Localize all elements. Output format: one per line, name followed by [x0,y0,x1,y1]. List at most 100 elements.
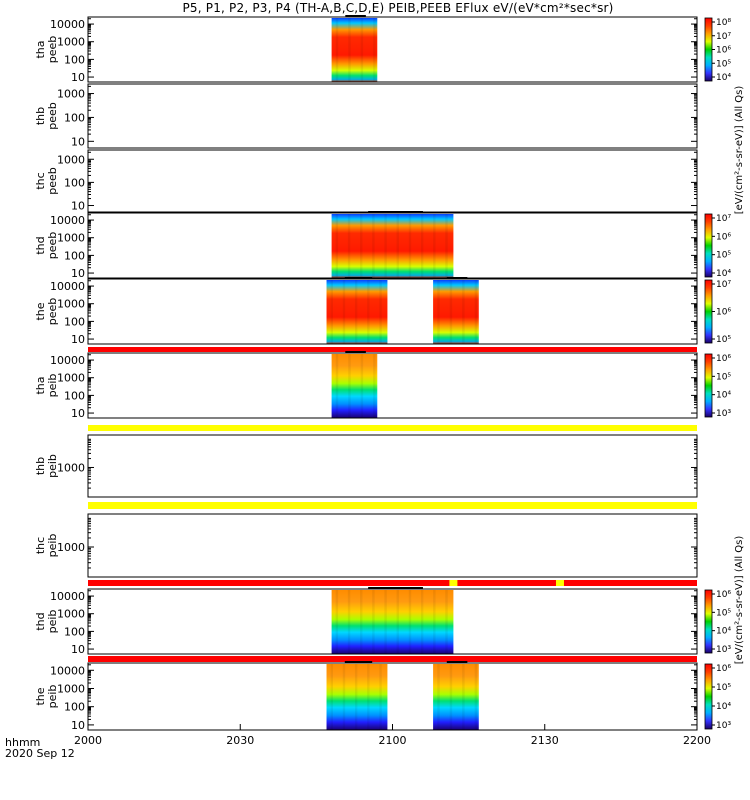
data-marker [446,277,468,279]
spectrogram-texture [474,664,478,730]
data-marker [344,277,373,279]
xtick-label: 2030 [226,734,254,747]
panel-frame [87,588,698,655]
colorbar-tick-label: 10⁶ [716,664,731,674]
colorbar-tick-label: 10⁴ [716,702,731,712]
spectrogram-texture [445,214,448,278]
panel-label: thd [34,612,47,630]
ytick-label: 1000 [57,461,85,474]
colorbar-tick-label: 10⁷ [716,214,731,224]
ytick-label: 100 [64,315,85,328]
colorbar-tick-label: 10³ [716,721,731,731]
colorbar-tick-label: 10⁵ [716,59,731,69]
data-marker [344,661,373,663]
spectrogram-texture [396,590,399,654]
colorbar [704,17,713,82]
quality-flag-bar [88,580,697,586]
ytick-label: 10 [71,643,85,656]
quality-flag-mark [449,580,458,586]
panel-thb-peeb: 10 100 1000 thb peeb [34,83,698,149]
panel-label: tha [34,376,47,394]
panel-label: peeb [46,36,59,64]
colorbar-tick-label: 10³ [716,645,731,655]
spectrogram-texture [330,664,334,730]
quality-flag-bar [88,656,697,662]
ytick-label: 10000 [50,664,85,677]
colorbar-tick-label: 10⁴ [716,627,731,637]
spectrogram-texture [420,590,424,654]
spectrogram-texture [449,664,453,730]
colorbar-tick-label: 10⁵ [716,608,731,618]
spectrogram-texture [449,280,453,344]
spectrogram-texture [360,354,364,418]
quality-flag-mark [555,580,564,586]
spectrogram-block [326,664,388,730]
panel-frame [87,434,698,498]
colorbar [704,213,713,278]
panel-label: peeb [46,167,59,195]
ytick-label: 10000 [50,354,85,367]
time-axis-date: 2020 Sep 12 [5,747,75,760]
spectrogram-texture [335,18,339,82]
colorbar-tick-label: 10⁶ [716,590,731,600]
ytick-label: 10 [71,333,85,346]
spectrogram-texture [360,18,364,82]
spectrogram-block [331,354,378,418]
panel-label: the [34,302,47,320]
colorbar-label-ion: [eV/(cm²-s-sr-eV)] (All Qs) [734,536,745,665]
spectrogram-texture [396,214,399,278]
xtick-label: 2200 [683,734,711,747]
data-marker [368,211,423,213]
panel-frame [87,662,698,731]
spectrogram-texture [347,214,351,278]
panel-label: peib [46,374,59,398]
spectrogram-texture [372,214,375,278]
colorbar-tick-label: 10⁴ [716,269,731,279]
panel-label: peeb [46,298,59,326]
spectrogram-texture [474,280,478,344]
colorbar [704,353,713,418]
spectrogram-texture [360,214,363,278]
xtick-label: 2130 [531,734,559,747]
panel-frame [87,352,698,419]
colorbar-tick-label: 10⁶ [716,232,731,242]
data-marker [345,15,366,17]
colorbar-tick-label: 10³ [716,409,731,419]
spectrogram-texture [384,214,387,278]
ytick-label: 100 [64,176,85,189]
spectrogram-block [326,280,388,344]
colorbar-tick-label: 10⁵ [716,251,731,261]
panel-label: tha [34,40,47,58]
spectrogram-texture [347,590,351,654]
panel-frame [87,513,698,578]
spectrogram-texture [367,664,370,730]
colorbar [704,589,713,654]
ytick-label: 10000 [50,280,85,293]
ytick-label: 10000 [50,590,85,603]
ytick-label: 100 [64,249,85,262]
time-axis-name: hhmm [5,736,40,749]
colorbar-tick-label: 10⁷ [716,280,731,290]
colorbar-tick-label: 10⁵ [716,335,731,345]
ytick-label: 1000 [57,298,85,311]
spectrogram-texture [342,664,346,730]
ytick-label: 100 [64,111,85,124]
spectrogram-texture [462,280,465,344]
ytick-label: 10 [71,135,85,148]
spectrogram-block [331,214,454,278]
ytick-label: 1000 [57,88,85,101]
spectrogram-texture [379,280,382,344]
spectrogram-block [331,18,378,82]
panel-label: peeb [46,102,59,130]
spectrogram-texture [373,18,376,82]
ytick-label: 10 [71,200,85,213]
panel-label: thc [34,172,47,189]
panel-thb-peib: 1000 thb peib [34,425,698,498]
quality-flag-bar [88,425,697,431]
spectrogram-texture [342,280,346,344]
